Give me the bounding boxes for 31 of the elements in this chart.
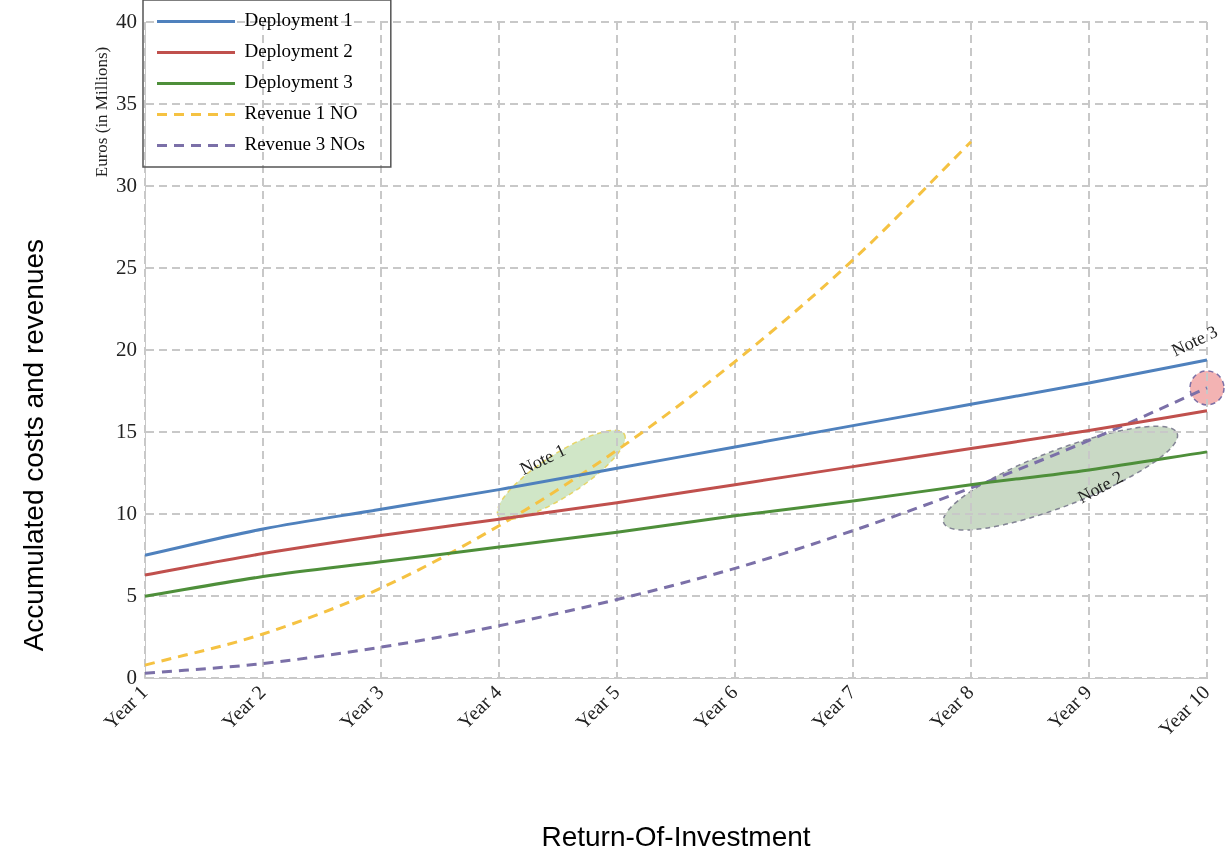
y-tick-label: 40 [116,8,137,33]
x-tick-label: Year 7 [807,680,860,733]
x-tick-label: Year 3 [335,680,388,733]
y-axis-title: Accumulated costs and revenues [17,238,49,652]
line-series [143,358,1209,557]
y-tick-label: 25 [116,254,137,279]
y-tick-label: 35 [116,90,137,115]
y-tick-label: 5 [126,582,137,607]
text: Euros (in Millions) [92,46,112,178]
line-series [143,409,1209,577]
x-tick-label: Year 10 [1154,680,1214,741]
x-tick-label: Year 5 [571,680,624,733]
legend-label: Revenue 1 NO [244,102,358,124]
x-tick-label: Year 4 [453,680,506,733]
annotation: Note 1 [516,439,569,479]
legend-label: Revenue 3 NOs [244,133,365,155]
annotation: Note 2 [1074,466,1127,508]
x-axis-title: Return-Of-Investment [541,820,811,852]
x-tick-label: Year 8 [925,680,978,733]
legend-label: Deployment 1 [244,9,353,31]
annotation: Note 3 [1168,321,1221,361]
legend-label: Deployment 3 [244,71,353,93]
x-tick-label: Year 2 [217,680,270,733]
y-tick-label: 30 [116,172,137,197]
legend-label: Deployment 2 [244,40,353,62]
y-tick-label: 10 [116,500,137,525]
y-tick-label: 15 [116,418,137,443]
y-tick-label: 20 [116,336,137,361]
x-tick-label: Year 9 [1043,680,1096,733]
x-tick-label: Year 6 [689,680,742,733]
y-tick-label: 0 [126,664,137,689]
